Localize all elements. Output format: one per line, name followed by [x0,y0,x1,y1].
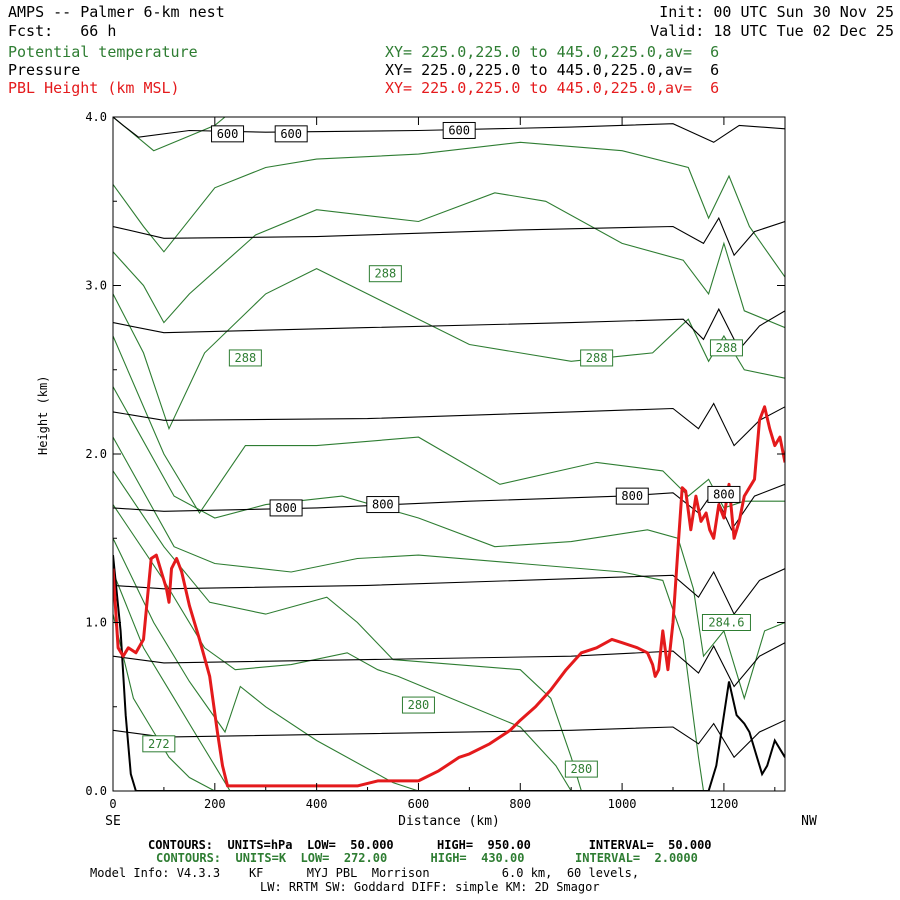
theta-contour-286 [113,335,785,515]
pressure-label-0-box [211,125,245,143]
field-pbl-xsec: XY= 225.0,225.0 to 445.0,225.0,av= 6 [385,79,720,97]
y-tick-label-1: 1.0 [85,616,107,630]
pressure-contour-700 [113,307,785,351]
pressure-contour-650 [113,216,785,257]
theta-contour-294 [113,117,226,152]
theta-label-7-box [709,339,743,357]
pressure-contour-750 [113,402,785,447]
pressure-label-3-box [269,499,303,517]
field-theta-xsec: XY= 225.0,225.0 to 445.0,225.0,av= 6 [385,43,720,61]
pressure-contour-900 [113,642,785,688]
x-axis-title: Distance (km) [398,814,500,829]
y-tick-label-3: 3.0 [85,279,107,293]
pressure-label-6-box [707,485,741,503]
model-title: AMPS -- Palmer 6-km nest [8,3,225,21]
theta-label-7: 288 [716,341,738,355]
valid-time: Valid: 18 UTC Tue 02 Dec 25 [650,22,894,40]
footer-model-info: Model Info: V4.3.3 KF MYJ PBL Morrison 6… [90,866,640,880]
se-end-label: SE [105,814,121,829]
pressure-label-3: 800 [275,501,297,515]
theta-label-1-box [401,696,435,714]
theta-contour-276 [113,538,419,791]
theta-contour-274 [113,571,231,791]
pressure-label-1-box [274,125,308,143]
pressure-label-5: 800 [621,489,643,503]
theta-contour-278 [113,504,572,791]
pressure-label-6: 800 [713,487,735,501]
x-tick-label-2: 400 [306,797,328,811]
pressure-label-5-box [615,487,649,505]
theta-label-3-box [701,614,751,631]
x-tick-label-4: 800 [509,797,531,811]
field-pressure-name: Pressure [8,61,81,79]
x-tick-label-3: 600 [408,797,430,811]
footer-physics-info: LW: RRTM SW: Goddard DIFF: simple KM: 2D… [260,880,600,894]
theta-label-4-box [368,265,402,283]
x-tick-label-5: 1000 [608,797,637,811]
forecast-hour: Fcst: 66 h [8,22,117,40]
pressure-contour-600 [113,117,785,143]
y-tick-label-2: 2.0 [85,447,107,461]
pressure-label-0: 600 [217,127,239,141]
field-pressure-xsec: XY= 225.0,225.0 to 445.0,225.0,av= 6 [385,61,720,79]
init-time: Init: 00 UTC Sun 30 Nov 25 [659,3,894,21]
plot-frame [112,116,786,792]
x-tick-label-0: 0 [109,797,116,811]
theta-contour-280 [113,470,582,791]
pressure-contour-850 [113,568,785,616]
x-tick-label-1: 200 [204,797,226,811]
field-theta-name: Potential temperature [8,43,198,61]
theta-label-0-box [142,735,176,753]
pressure-label-1: 600 [280,127,302,141]
theta-label-1: 280 [408,698,430,712]
nw-end-label: NW [801,814,817,829]
theta-label-6-box [580,349,614,367]
theta-label-3: 284.6 [708,616,744,630]
theta-contour-292 [113,141,785,278]
theta-label-4: 288 [375,267,397,281]
field-pbl-name: PBL Height (km MSL) [8,79,180,97]
y-tick-label-0: 0.0 [85,784,107,798]
plot-area: 600 600 600 800 800 800 800 272 280 280 284.6 288 28… [113,117,785,791]
theta-contour-288 [113,267,785,431]
theta-label-0: 272 [148,737,170,751]
footer-theta-contours: CONTOURS: UNITS=K LOW= 272.00 HIGH= 430.… [156,851,698,865]
theta-contour-290 [113,192,785,329]
theta-label-2-box [564,760,598,778]
pressure-label-4-box [366,496,400,514]
x-tick-label-6: 1200 [709,797,738,811]
theta-label-5-box [228,349,262,367]
pressure-label-2: 600 [448,123,470,137]
pressure-contour-950 [113,719,785,759]
theta-label-5: 288 [235,351,257,365]
pbl-height-line [113,405,785,788]
y-axis-title: Height (km) [36,375,50,455]
pressure-label-2-box [442,121,476,139]
footer-pressure-contours: CONTOURS: UNITS=hPa LOW= 50.000 HIGH= 95… [148,838,712,852]
pressure-label-4: 800 [372,498,394,512]
theta-contour-282 [113,436,705,791]
theta-label-6: 288 [586,351,608,365]
terrain-line [113,555,785,791]
theta-contour-284 [113,386,785,701]
y-tick-label-4: 4.0 [85,110,107,124]
theta-label-2: 280 [571,762,593,776]
